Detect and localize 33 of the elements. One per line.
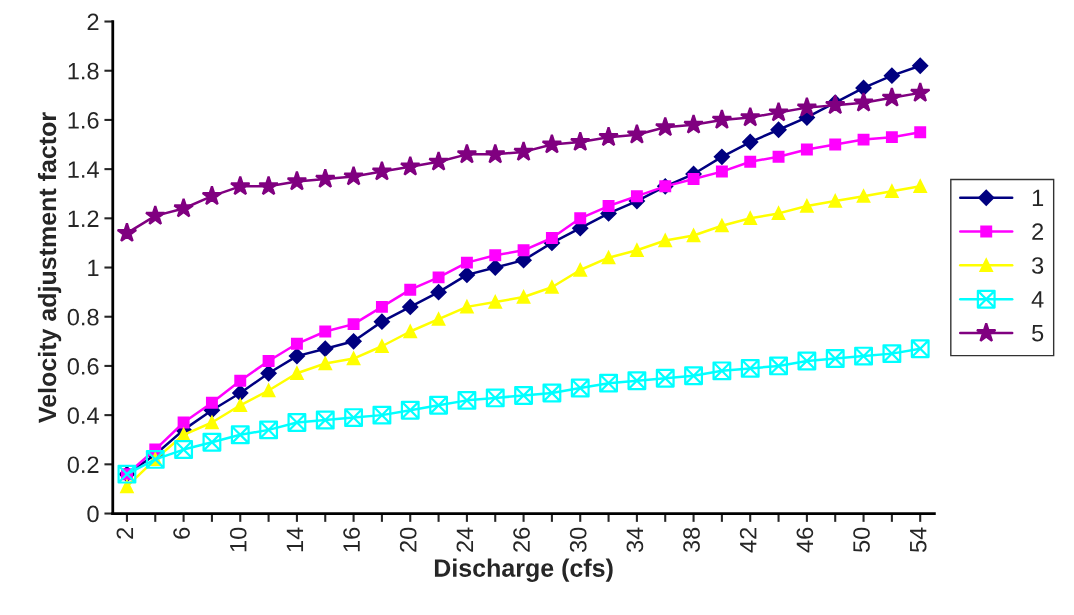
y-tick-label: 0.8 — [67, 308, 99, 326]
x-tick-label: 10 — [229, 527, 247, 552]
x-tick-label: 30 — [569, 527, 587, 553]
x-tick-label: 6 — [173, 527, 190, 539]
y-tick-label: 0.6 — [67, 357, 99, 375]
y-axis-title: Velocity adjustment factor — [37, 112, 62, 423]
y-tick-label: 0.2 — [67, 456, 99, 474]
y-tick-label: 1.6 — [68, 111, 99, 129]
x-tick-label: 2 — [116, 527, 134, 539]
legend-label: 2 — [1032, 223, 1044, 240]
x-tick-label: 16 — [343, 527, 360, 552]
y-tick-label: 1 — [88, 259, 99, 277]
x-tick-label: 26 — [513, 527, 530, 552]
x-tick-label: 42 — [739, 527, 757, 553]
x-tick-label: 24 — [456, 527, 474, 552]
y-tick-label: 0.4 — [67, 407, 99, 424]
y-tick-label: 1.4 — [68, 161, 99, 178]
x-tick-label: 54 — [910, 527, 927, 553]
legend-label: 4 — [1031, 291, 1044, 308]
x-tick-label: 20 — [399, 527, 417, 552]
y-tick-label: 1.8 — [68, 62, 99, 80]
y-tick-label: 2 — [87, 13, 99, 31]
x-tick-label: 50 — [853, 527, 870, 553]
x-tick-label: 38 — [683, 527, 700, 553]
legend-label: 5 — [1032, 325, 1044, 342]
x-tick-label: 14 — [286, 527, 304, 552]
y-tick-label: 0 — [87, 505, 99, 523]
x-tick-label: 34 — [626, 527, 644, 553]
x-axis-title: Discharge (cfs) — [434, 558, 613, 582]
y-tick-label: 1.2 — [68, 210, 99, 227]
x-tick-label: 46 — [796, 527, 814, 553]
legend-label: 3 — [1031, 257, 1044, 274]
legend-label: 1 — [1032, 189, 1044, 206]
